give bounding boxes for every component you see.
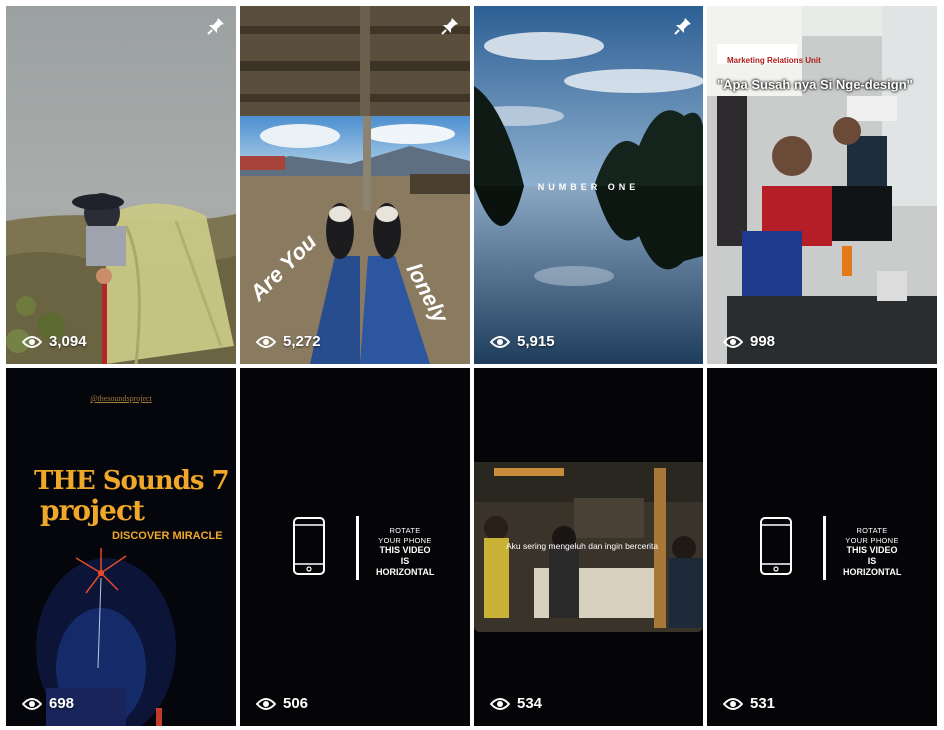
view-count-value: 506 bbox=[283, 695, 309, 712]
view-count: 5,272 bbox=[256, 333, 321, 350]
video-caption: "Apa Susah nya Si Nge-design" bbox=[717, 77, 913, 92]
eye-icon bbox=[256, 335, 276, 348]
eye-icon bbox=[490, 697, 510, 710]
overlay-title: NUMBER ONE bbox=[537, 182, 640, 192]
video-tile-4[interactable]: Marketing Relations Unit "Apa Susah nya … bbox=[707, 6, 937, 364]
event-logo-line2: project bbox=[40, 494, 145, 527]
view-count: 531 bbox=[723, 695, 775, 712]
rotate-notice: ROTATE YOUR PHONE THIS VIDEO IS HORIZONT… bbox=[240, 516, 470, 580]
view-count: 5,915 bbox=[490, 333, 555, 350]
rotate-label: YOUR PHONE bbox=[845, 535, 899, 545]
video-thumbnail-workshop bbox=[474, 368, 703, 726]
pin-icon bbox=[441, 18, 458, 35]
horizontal-label: HORIZONTAL bbox=[376, 567, 435, 577]
view-count: 3,094 bbox=[22, 333, 87, 350]
rotate-label: ROTATE bbox=[389, 526, 421, 535]
video-tile-7[interactable]: Aku sering mengeluh dan ingin bercerita … bbox=[474, 368, 703, 726]
video-tile-1[interactable]: 3,094 bbox=[6, 6, 236, 364]
eye-icon bbox=[723, 335, 743, 348]
view-count-value: 531 bbox=[750, 695, 776, 712]
view-count: 998 bbox=[723, 333, 775, 350]
view-count-value: 998 bbox=[750, 333, 776, 350]
horizontal-label: THIS VIDEO IS bbox=[379, 545, 431, 566]
rotate-label: ROTATE bbox=[856, 526, 888, 535]
event-logo-line1: THE Sounds 7 bbox=[34, 466, 230, 496]
view-count-value: 5,272 bbox=[283, 333, 321, 350]
pin-icon bbox=[207, 18, 224, 35]
video-caption: Aku sering mengeluh dan ingin bercerita bbox=[506, 541, 659, 551]
video-thumbnail-office bbox=[707, 6, 937, 364]
phone-icon bbox=[760, 517, 792, 575]
rotate-text: ROTATE YOUR PHONE THIS VIDEO IS HORIZONT… bbox=[376, 526, 434, 578]
view-count-value: 534 bbox=[517, 695, 543, 712]
view-count: 506 bbox=[256, 695, 308, 712]
horizontal-label: THIS VIDEO IS bbox=[846, 545, 898, 566]
view-count-value: 698 bbox=[49, 695, 75, 712]
eye-icon bbox=[256, 697, 276, 710]
rotate-label: YOUR PHONE bbox=[378, 535, 432, 545]
phone-icon bbox=[293, 517, 325, 575]
video-tile-2[interactable]: Are You lonely 5,272 bbox=[240, 6, 470, 364]
horizontal-label: HORIZONTAL bbox=[843, 567, 902, 577]
eye-icon bbox=[490, 335, 510, 348]
divider bbox=[823, 516, 826, 580]
video-tile-6[interactable]: ROTATE YOUR PHONE THIS VIDEO IS HORIZONT… bbox=[240, 368, 470, 726]
office-sign: Marketing Relations Unit bbox=[727, 56, 821, 65]
video-thumbnail-hiker bbox=[6, 6, 236, 364]
channel-handle: @thesoundsproject bbox=[90, 394, 152, 403]
video-tile-5[interactable]: @thesoundsproject THE Sounds 7 project D… bbox=[6, 368, 236, 726]
view-count: 534 bbox=[490, 695, 542, 712]
eye-icon bbox=[723, 697, 743, 710]
event-tagline: DISCOVER MIRACLE bbox=[112, 530, 223, 542]
rotate-notice: ROTATE YOUR PHONE THIS VIDEO IS HORIZONT… bbox=[707, 516, 937, 580]
video-thumbnail-sneakers bbox=[240, 6, 470, 364]
pin-icon bbox=[674, 18, 691, 35]
view-count: 698 bbox=[22, 695, 74, 712]
video-tile-3[interactable]: NUMBER ONE 5,915 bbox=[474, 6, 703, 364]
video-tile-8[interactable]: ROTATE YOUR PHONE THIS VIDEO IS HORIZONT… bbox=[707, 368, 937, 726]
eye-icon bbox=[22, 697, 42, 710]
view-count-value: 5,915 bbox=[517, 333, 555, 350]
video-thumbnail-concert bbox=[6, 368, 236, 726]
view-count-value: 3,094 bbox=[49, 333, 87, 350]
divider bbox=[356, 516, 359, 580]
video-thumbnail-lake bbox=[474, 6, 703, 364]
eye-icon bbox=[22, 335, 42, 348]
rotate-text: ROTATE YOUR PHONE THIS VIDEO IS HORIZONT… bbox=[843, 526, 901, 578]
